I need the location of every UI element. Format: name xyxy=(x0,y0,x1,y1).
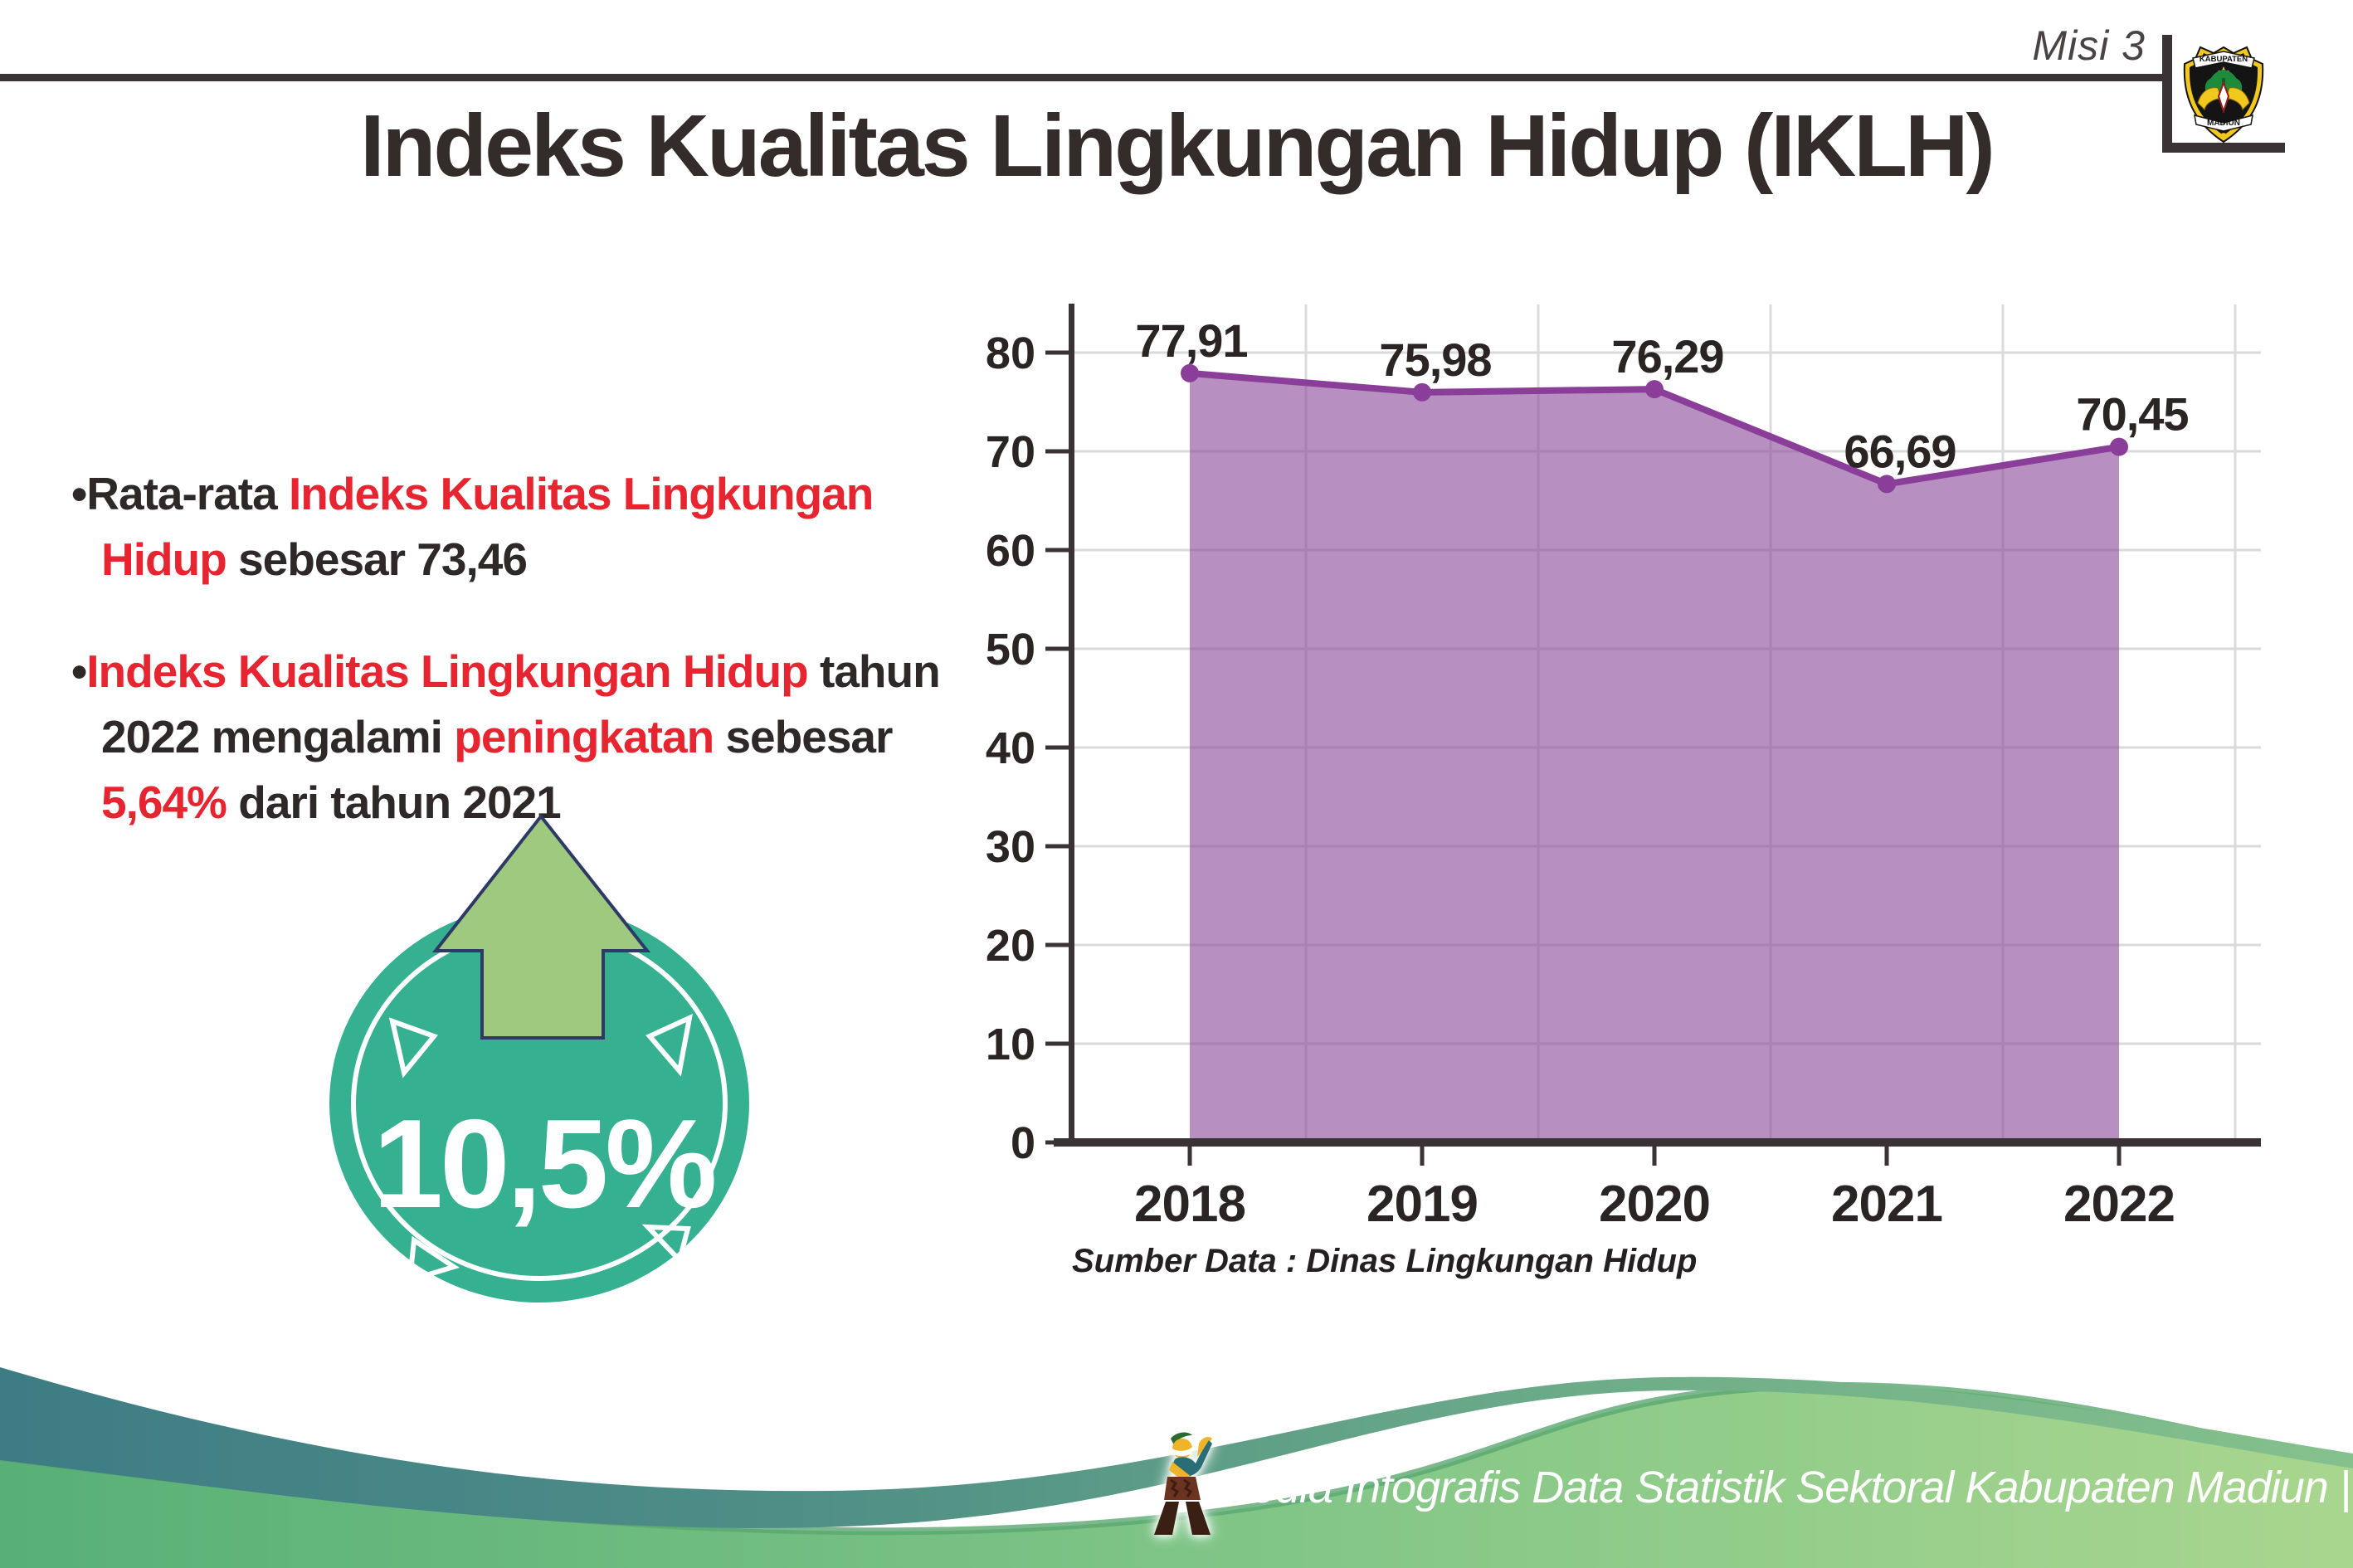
svg-text:2020: 2020 xyxy=(1599,1176,1710,1233)
top-divider-rule xyxy=(0,74,2165,81)
svg-text:76,29: 76,29 xyxy=(1611,330,1723,382)
svg-text:70,45: 70,45 xyxy=(2076,388,2188,441)
badge-value: 10,5% xyxy=(373,1093,715,1234)
svg-text:75,98: 75,98 xyxy=(1379,334,1491,386)
svg-text:2022: 2022 xyxy=(2063,1176,2175,1233)
corner-bracket-vertical xyxy=(2162,35,2172,152)
dancer-mascot-icon xyxy=(1154,1432,1212,1535)
bullet-list: •Rata-rata Indeks Kualitas Lingkungan Hi… xyxy=(71,461,963,882)
svg-text:20: 20 xyxy=(986,921,1035,971)
chart-source-note: Sumber Data : Dinas Lingkungan Hidup xyxy=(1072,1243,1698,1279)
up-arrow-icon xyxy=(431,813,651,1040)
bullet-item: •Rata-rata Indeks Kualitas Lingkungan Hi… xyxy=(71,468,874,585)
misi-label: Misi 3 xyxy=(2032,22,2146,69)
kabupaten-madiun-logo-icon: KABUPATEN MADIUN xyxy=(2183,46,2264,144)
svg-text:0: 0 xyxy=(1011,1118,1035,1168)
footer-wave xyxy=(0,1367,2353,1568)
logo-bottom-text: MADIUN xyxy=(2207,119,2240,128)
svg-text:60: 60 xyxy=(986,526,1035,576)
svg-text:50: 50 xyxy=(986,625,1035,674)
svg-text:30: 30 xyxy=(986,822,1035,872)
svg-text:2021: 2021 xyxy=(1831,1176,1942,1233)
page-title: Indeks Kualitas Lingkungan Hidup (IKLH) xyxy=(360,97,1995,195)
bullet-item: •Indeks Kualitas Lingkungan Hidup tahun … xyxy=(71,645,941,828)
svg-text:10: 10 xyxy=(986,1020,1035,1069)
footer-caption: Media Infografis Data Statistik Sektoral… xyxy=(1215,1463,2351,1512)
svg-text:2019: 2019 xyxy=(1366,1176,1478,1233)
iklh-area-chart: 0 10 20 30 40 50 60 70 80 2018 2019 2020 2021 2022 77,… xyxy=(986,304,2261,1233)
increase-badge: 10,5% xyxy=(329,813,749,1303)
corner-bracket-horizontal xyxy=(2162,143,2285,153)
svg-text:77,91: 77,91 xyxy=(1135,314,1247,367)
svg-text:66,69: 66,69 xyxy=(1844,425,1956,477)
logo-top-text: KABUPATEN xyxy=(2200,55,2248,64)
svg-text:80: 80 xyxy=(986,329,1035,378)
svg-text:40: 40 xyxy=(986,723,1035,773)
svg-text:2018: 2018 xyxy=(1134,1176,1245,1233)
svg-text:70: 70 xyxy=(986,427,1035,477)
